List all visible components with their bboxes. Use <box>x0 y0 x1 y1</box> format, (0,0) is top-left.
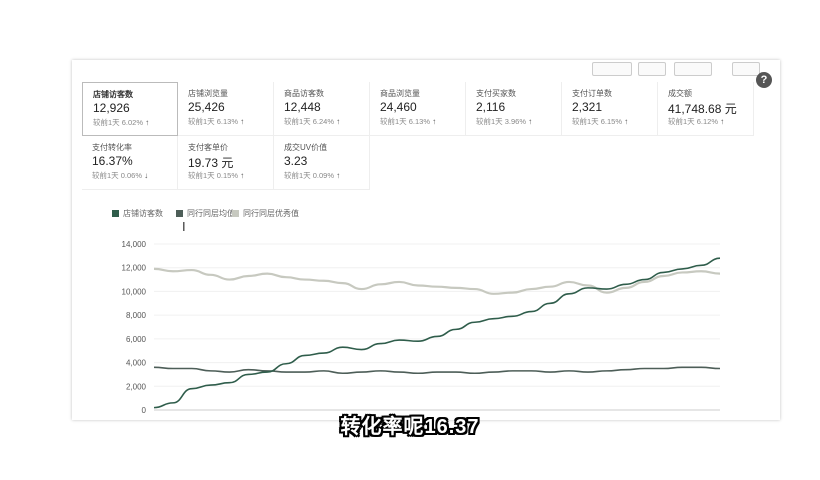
metric-card[interactable]: 支付转化率 16.37% 较前1天 0.06% ↓ <box>82 136 178 190</box>
y-tick-label: 8,000 <box>126 311 147 320</box>
metric-compare: 较前1天 6.12% ↑ <box>668 116 753 127</box>
metric-label: 商品浏览量 <box>380 89 420 98</box>
y-tick-label: 4,000 <box>126 359 147 368</box>
metric-card[interactable]: 成交额 41,748.68 元较前1天 6.12% ↑ <box>658 82 754 136</box>
metric-label: 店铺访客数 <box>93 90 133 99</box>
metric-compare: 较前1天 0.09% ↑ <box>284 170 369 181</box>
y-tick-label: 12,000 <box>122 264 147 273</box>
metric-label: 成交UV价值 <box>284 143 328 152</box>
metric-compare-text: 较前1天 0.06% <box>92 171 143 180</box>
metric-compare: 较前1天 6.15% ↑ <box>572 116 657 127</box>
arrow-up-icon: ↑ <box>240 117 245 126</box>
metric-card[interactable]: 成交UV价值 3.23 较前1天 0.09% ↑ <box>274 136 370 190</box>
metric-value: 2,116 <box>476 100 506 114</box>
metric-value: 25,426 <box>188 100 225 114</box>
metric-compare-text: 较前1天 6.24% <box>284 117 335 126</box>
y-tick-label: 10,000 <box>122 287 147 296</box>
metric-card[interactable]: 店铺浏览量 25,426 较前1天 6.13% ↑ <box>178 82 274 136</box>
metric-value: 3.23 <box>284 154 308 168</box>
toolbar-button[interactable] <box>638 62 666 76</box>
metric-card[interactable]: 店铺访客数 12,926 较前1天 6.02% ↑ <box>82 82 178 136</box>
y-tick-label: 2,000 <box>126 382 147 391</box>
y-tick-label: 0 <box>142 406 147 415</box>
legend-swatch <box>112 210 119 217</box>
series-line-1[interactable] <box>153 366 721 375</box>
metric-compare-text: 较前1天 6.15% <box>572 117 623 126</box>
metric-value: 2,321 <box>572 100 603 114</box>
arrow-down-icon: ↓ <box>144 171 149 180</box>
metric-compare-text: 较前1天 6.13% <box>188 117 239 126</box>
metric-compare: 较前1天 6.13% ↑ <box>380 116 465 127</box>
y-tick-label: 6,000 <box>126 335 147 344</box>
toolbar-button[interactable] <box>732 62 760 76</box>
metric-value: 19.73 元 <box>188 156 234 170</box>
metric-label: 商品访客数 <box>284 89 324 98</box>
top-toolbar <box>72 60 780 80</box>
metric-compare-text: 较前1天 6.02% <box>93 118 144 127</box>
line-chart: 0 2,000 4,000 6,000 8,000 10,000 12,000 14,000 <box>122 240 721 415</box>
arrow-up-icon: ↑ <box>432 117 437 126</box>
legend-swatch <box>176 210 183 217</box>
metric-label: 成交额 <box>668 89 692 98</box>
arrow-up-icon: ↑ <box>336 171 341 180</box>
metric-card[interactable]: 支付买家数 2,116 较前1天 3.96% ↑ <box>466 82 562 136</box>
legend-label: 同行同层均值 <box>187 209 235 218</box>
metric-value: 12,926 <box>93 101 130 115</box>
metric-card[interactable]: 商品浏览量 24,460 较前1天 6.13% ↑ <box>370 82 466 136</box>
metric-value: 16.37% <box>92 154 133 168</box>
legend-item[interactable]: 同行同层优秀值 <box>232 208 299 219</box>
dashboard-panel: ? 店铺访客数 12,926 较前1天 6.02% ↑ 店铺浏览量 25,426 较前1天… <box>72 60 780 420</box>
metric-compare-text: 较前1天 6.13% <box>380 117 431 126</box>
arrow-up-icon: ↑ <box>336 117 341 126</box>
arrow-up-icon: ↑ <box>240 171 245 180</box>
legend-label: 同行同层优秀值 <box>243 209 299 218</box>
metric-compare: 较前1天 0.06% ↓ <box>92 170 177 181</box>
legend-item[interactable]: 同行同层均值 <box>176 208 235 219</box>
text-cursor-icon: I <box>182 219 186 234</box>
metric-compare: 较前1天 6.24% ↑ <box>284 116 369 127</box>
metric-label: 支付订单数 <box>572 89 612 98</box>
metric-compare: 较前1天 3.96% ↑ <box>476 116 561 127</box>
arrow-up-icon: ↑ <box>145 118 150 127</box>
arrow-up-icon: ↑ <box>528 117 533 126</box>
metric-compare: 较前1天 0.15% ↑ <box>188 170 273 181</box>
legend-label: 店铺访客数 <box>123 209 163 218</box>
metric-label: 支付买家数 <box>476 89 516 98</box>
metric-card[interactable]: 商品访客数 12,448 较前1天 6.24% ↑ <box>274 82 370 136</box>
metric-label: 支付转化率 <box>92 143 132 152</box>
metric-value: 24,460 <box>380 100 417 114</box>
series-line-0[interactable] <box>153 257 721 409</box>
legend-item[interactable]: 店铺访客数 <box>112 208 163 219</box>
metric-compare-text: 较前1天 0.15% <box>188 171 239 180</box>
metric-value: 41,748.68 元 <box>668 102 737 116</box>
metric-compare: 较前1天 6.02% ↑ <box>93 117 177 128</box>
metric-label: 支付客单价 <box>188 143 228 152</box>
arrow-up-icon: ↑ <box>720 117 725 126</box>
video-subtitle: 转化率呢16.37 <box>340 416 480 438</box>
metrics-grid: 店铺访客数 12,926 较前1天 6.02% ↑ 店铺浏览量 25,426 较前1天 6… <box>82 82 754 194</box>
question-icon[interactable]: ? <box>756 72 772 88</box>
metric-label: 店铺浏览量 <box>188 89 228 98</box>
toolbar-button[interactable] <box>592 62 632 76</box>
series-line-2[interactable] <box>153 267 721 295</box>
metric-card[interactable]: 支付客单价 19.73 元较前1天 0.15% ↑ <box>178 136 274 190</box>
metric-compare-text: 较前1天 3.96% <box>476 117 527 126</box>
y-tick-label: 14,000 <box>122 240 147 249</box>
arrow-up-icon: ↑ <box>624 117 629 126</box>
metric-value: 12,448 <box>284 100 321 114</box>
metric-card[interactable]: 支付订单数 2,321 较前1天 6.15% ↑ <box>562 82 658 136</box>
metric-compare-text: 较前1天 6.12% <box>668 117 719 126</box>
legend-swatch <box>232 210 239 217</box>
metric-compare: 较前1天 6.13% ↑ <box>188 116 273 127</box>
metric-compare-text: 较前1天 0.09% <box>284 171 335 180</box>
toolbar-button[interactable] <box>674 62 712 76</box>
